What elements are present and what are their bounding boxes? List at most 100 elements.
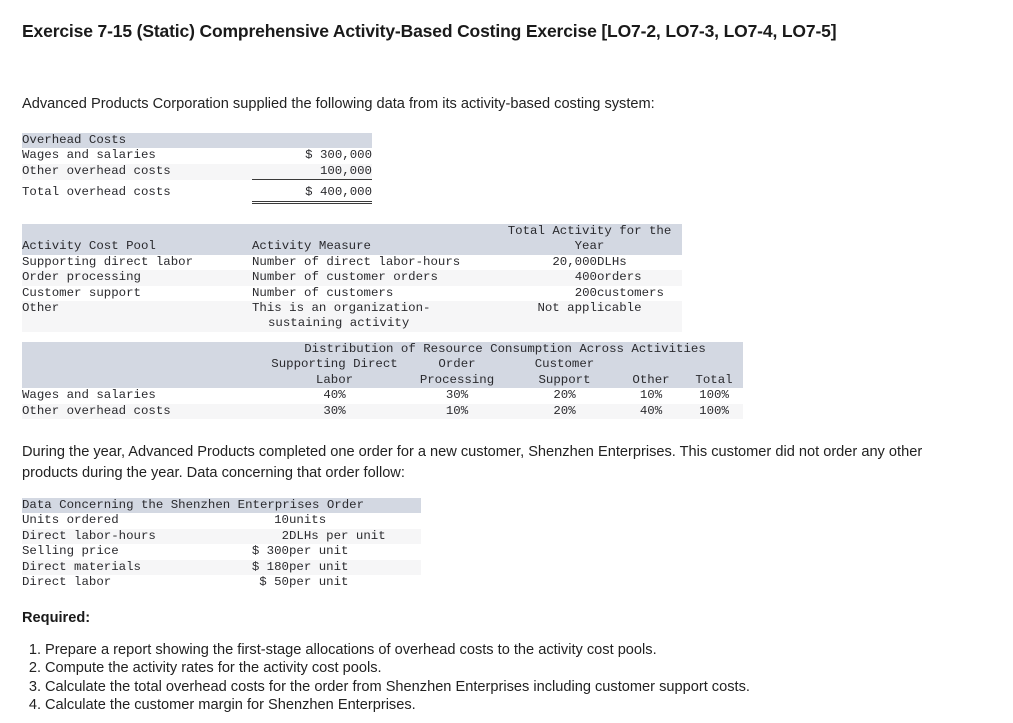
list-item-number: 4. <box>28 697 41 714</box>
table-row: Direct labor $ 50 per unit <box>22 575 421 591</box>
supporting-direct-header-line2: Labor <box>267 372 402 389</box>
shenzhen-order-header: Data Concerning the Shenzhen Enterprises… <box>22 498 421 514</box>
table-header-row-line1: Supporting Direct Order Customer <box>22 357 744 373</box>
total-activity-header-line1: Total Activity for the <box>497 224 682 240</box>
list-item-number: 2. <box>28 660 41 677</box>
row-item: Direct labor-hours <box>22 528 207 545</box>
required-list: 1. Prepare a report showing the first-sta… <box>22 641 982 715</box>
row-uom: per unit <box>289 544 421 560</box>
row-order-processing: 10% <box>402 403 512 420</box>
activity-cost-pools-table: Total Activity for the Activity Cost Poo… <box>22 224 682 340</box>
supporting-direct-header-line1: Supporting Direct <box>267 357 402 373</box>
row-uom: DLHs per unit <box>289 528 421 545</box>
row-activity-amount: 20,000 <box>497 254 597 271</box>
row-item: Units ordered <box>22 513 207 529</box>
row-total: 100% <box>685 388 744 404</box>
total-label: Total overhead costs <box>22 185 252 203</box>
row-measure: Number of direct labor-hours <box>252 254 497 271</box>
table-row: Other overhead costs 30% 10% 20% 40% 100… <box>22 403 744 420</box>
table-header-row: Data Concerning the Shenzhen Enterprises… <box>22 498 421 514</box>
row-activity-amount: Not applicable <box>497 301 682 317</box>
row-pool: Other <box>22 301 252 317</box>
resource-distribution-table: Distribution of Resource Consumption Acr… <box>22 342 744 420</box>
row-uom: units <box>289 513 421 529</box>
table-header-row: Overhead Costs <box>22 133 372 149</box>
row-uom: per unit <box>289 575 421 591</box>
row-measure: This is an organization- <box>252 301 497 317</box>
list-item-text: Compute the activity rates for the activ… <box>45 660 382 677</box>
list-item-text: Calculate the total overhead costs for t… <box>45 678 750 695</box>
row-supporting-direct-labor: 30% <box>267 403 402 420</box>
row-customer-support: 20% <box>512 403 617 420</box>
row-label: Wages and salaries <box>22 148 252 164</box>
row-amount: $ 300,000 <box>252 148 372 164</box>
row-label: Wages and salaries <box>22 388 267 404</box>
table-row: Other overhead costs 100,000 <box>22 163 372 181</box>
list-item: 4. Calculate the customer margin for Shen… <box>22 696 982 714</box>
other-header: Other <box>617 372 685 389</box>
row-uom: per unit <box>289 559 421 576</box>
row-item: Direct labor <box>22 575 207 591</box>
list-item: 1. Prepare a report showing the first-sta… <box>22 641 982 659</box>
row-pool: Order processing <box>22 270 252 286</box>
row-measure: Number of customers <box>252 285 497 302</box>
table-row: Other This is an organization- Not appli… <box>22 301 682 317</box>
table-header-row-line1: Total Activity for the <box>22 224 682 240</box>
table-header-row-line2: Labor Processing Support Other Total <box>22 372 744 389</box>
row-activity-unit: customers <box>597 285 682 302</box>
intro-paragraph: Advanced Products Corporation supplied t… <box>22 96 655 112</box>
total-activity-header-line2: Year <box>497 239 682 255</box>
table-header-row-line2: Activity Cost Pool Activity Measure Year <box>22 239 682 255</box>
table-supertitle-row: Distribution of Resource Consumption Acr… <box>22 342 744 358</box>
required-heading: Required: <box>22 610 91 626</box>
row-pool: Customer support <box>22 285 252 302</box>
order-processing-header-line2: Processing <box>402 372 512 389</box>
table-row: Direct materials $ 180 per unit <box>22 559 421 576</box>
table-footer-spacer <box>22 331 682 340</box>
overhead-costs-header: Overhead Costs <box>22 133 252 149</box>
activity-cost-pool-header: Activity Cost Pool <box>22 239 252 255</box>
row-value: 10 <box>207 513 289 529</box>
row-other: 10% <box>617 388 685 404</box>
row-measure: Number of customer orders <box>252 270 497 286</box>
table-row: Selling price $ 300 per unit <box>22 544 421 560</box>
customer-support-header-line2: Support <box>512 372 617 389</box>
total-header: Total <box>685 372 744 389</box>
order-paragraph: During the year, Advanced Products compl… <box>22 444 923 481</box>
row-customer-support: 20% <box>512 388 617 404</box>
row-order-processing: 30% <box>402 388 512 404</box>
table-row: Customer support Number of customers 200… <box>22 285 682 302</box>
order-processing-header-line1: Order <box>402 357 512 373</box>
table-row: Units ordered 10 units <box>22 513 421 529</box>
row-value: 2 <box>207 528 289 545</box>
list-item-text: Calculate the customer margin for Shenzh… <box>45 697 416 714</box>
row-item: Direct materials <box>22 559 207 576</box>
row-pool: Supporting direct labor <box>22 254 252 271</box>
distribution-supertitle: Distribution of Resource Consumption Acr… <box>267 342 744 358</box>
row-item: Selling price <box>22 544 207 560</box>
row-value: $ 300 <box>207 544 289 560</box>
table-row: Order processing Number of customer orde… <box>22 270 682 286</box>
list-item: 3. Calculate the total overhead costs for… <box>22 678 982 696</box>
row-activity-amount: 200 <box>497 285 597 302</box>
customer-support-header-line1: Customer <box>512 357 617 373</box>
table-row: Direct labor-hours 2 DLHs per unit <box>22 528 421 545</box>
row-value: $ 180 <box>207 559 289 576</box>
spacer-row <box>22 179 372 186</box>
table-row: Supporting direct labor Number of direct… <box>22 254 682 271</box>
list-item-number: 3. <box>28 678 41 695</box>
row-activity-amount: 400 <box>497 270 597 286</box>
table-total-row: Total overhead costs $ 400,000 <box>22 185 372 204</box>
list-item-number: 1. <box>28 642 41 658</box>
row-activity-unit: orders <box>597 270 682 286</box>
table-row: Wages and salaries $ 300,000 <box>22 148 372 164</box>
row-measure-line2: sustaining activity <box>252 316 497 332</box>
overhead-costs-table: Overhead Costs Wages and salaries $ 300,… <box>22 133 372 204</box>
table-row: Wages and salaries 40% 30% 20% 10% 100% <box>22 388 744 404</box>
list-item-text: Prepare a report showing the first-stage… <box>45 642 657 658</box>
row-supporting-direct-labor: 40% <box>267 388 402 404</box>
row-total: 100% <box>685 403 744 420</box>
shenzhen-order-table: Data Concerning the Shenzhen Enterprises… <box>22 498 421 591</box>
total-amount: $ 400,000 <box>252 185 372 204</box>
activity-measure-header: Activity Measure <box>252 239 497 255</box>
